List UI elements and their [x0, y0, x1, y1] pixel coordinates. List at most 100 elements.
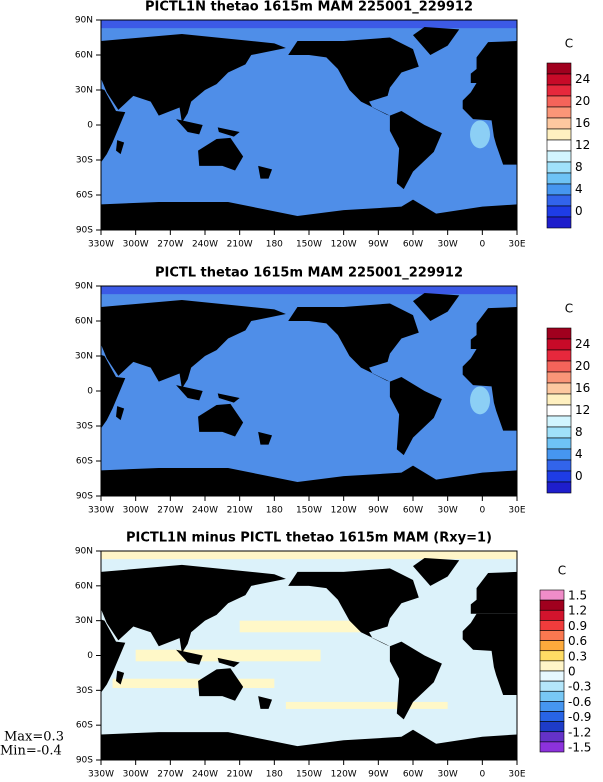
- colorbar-label: 8: [575, 160, 583, 174]
- warm-patch: [470, 120, 491, 149]
- colorbar-swatch: [539, 731, 565, 743]
- lon-label: 150W: [296, 506, 322, 516]
- lon-label: 0: [479, 770, 485, 780]
- land: [101, 354, 126, 429]
- anomaly-band: [135, 649, 321, 662]
- colorbar-swatch: [539, 711, 565, 722]
- colorbar-swatch: [546, 459, 572, 472]
- colorbar-label: 0.6: [568, 634, 587, 648]
- lon-label: 180: [266, 506, 283, 516]
- colorbar-label: 8: [575, 425, 583, 439]
- lat-label: 90S: [76, 226, 93, 236]
- lon-label: 210W: [227, 240, 253, 250]
- land: [198, 668, 244, 701]
- lon-label: 330W: [88, 240, 114, 250]
- lat-label: 30S: [76, 686, 93, 696]
- lat-label: 30S: [76, 422, 93, 432]
- land: [217, 127, 240, 137]
- colorbar-swatch: [539, 589, 565, 601]
- lat-label: 30S: [76, 156, 93, 166]
- anomaly-band: [112, 678, 275, 689]
- anomaly-band: [285, 701, 448, 709]
- colorbar-swatch: [546, 117, 572, 130]
- lon-label: 180: [266, 770, 283, 780]
- land: [176, 385, 203, 401]
- colorbar-label: 0: [568, 665, 576, 679]
- colorbar-swatch: [539, 640, 565, 652]
- land: [288, 303, 419, 382]
- land: [389, 641, 442, 720]
- lon-label: 30W: [437, 770, 457, 780]
- colorbar-swatch: [546, 404, 572, 417]
- lon-label: 300W: [123, 506, 149, 516]
- colorbar-swatch: [546, 62, 572, 75]
- colorbar-swatch: [546, 128, 572, 141]
- lon-label: 210W: [227, 506, 253, 516]
- panel-title: PICTL thetao 1615m MAM 225001_229912: [155, 266, 463, 281]
- arctic: [101, 551, 517, 560]
- lon-label: 120W: [331, 506, 357, 516]
- lat-label: 90N: [75, 547, 93, 557]
- lon-label: 210W: [227, 770, 253, 780]
- lon-label: 0: [479, 506, 485, 516]
- colorbar-label: 12: [575, 138, 590, 152]
- colorbar-label: 0.9: [568, 619, 587, 633]
- land: [462, 613, 517, 695]
- colorbar-swatch: [546, 327, 572, 340]
- land: [101, 300, 286, 389]
- colorbar-swatch: [539, 660, 565, 672]
- colorbar-swatch: [539, 599, 565, 611]
- lat-label: 30N: [75, 86, 93, 96]
- land: [116, 140, 125, 155]
- lat-label: 90S: [76, 492, 93, 502]
- colorbar-swatch: [546, 172, 572, 185]
- colorbar-label: 4: [575, 447, 583, 461]
- land: [101, 465, 517, 496]
- land: [217, 657, 240, 668]
- colorbar-swatch: [546, 371, 572, 384]
- land: [176, 649, 203, 665]
- colorbar-swatch: [539, 701, 565, 712]
- land: [101, 199, 517, 230]
- lon-label: 90W: [368, 240, 388, 250]
- colorbar-swatch: [539, 721, 565, 733]
- land: [217, 393, 240, 403]
- lat-label: 60S: [76, 721, 93, 731]
- colorbar-label: 16: [575, 116, 590, 130]
- warm-patch: [470, 386, 491, 415]
- colorbar-label: 1.5: [568, 589, 587, 603]
- colorbar-swatch: [546, 338, 572, 351]
- lon-label: 120W: [331, 770, 357, 780]
- land: [101, 34, 286, 123]
- lat-label: 30N: [75, 616, 93, 626]
- land: [389, 377, 442, 456]
- colorbar-swatch: [546, 95, 572, 108]
- colorbar-label: 4: [575, 182, 583, 196]
- colorbar-swatch: [546, 448, 572, 461]
- colorbar-swatch: [546, 426, 572, 439]
- lon-label: 300W: [123, 240, 149, 250]
- lat-label: 30N: [75, 352, 93, 362]
- colorbar-label: 20: [575, 94, 590, 108]
- lon-label: 330W: [88, 506, 114, 516]
- colorbar-swatch: [546, 150, 572, 163]
- panel-title: PICTL1N minus PICTL thetao 1615m MAM (Rx…: [126, 531, 492, 546]
- lon-label: 60W: [403, 770, 423, 780]
- lat-label: 90S: [76, 756, 93, 766]
- land: [258, 165, 273, 179]
- colorbar-swatch: [546, 382, 572, 395]
- lat-label: 90N: [75, 16, 93, 26]
- land: [198, 403, 244, 437]
- lon-label: 60W: [403, 240, 423, 250]
- lon-label: 240W: [192, 240, 218, 250]
- lon-label: 150W: [296, 770, 322, 780]
- lon-label: 30W: [437, 506, 457, 516]
- land: [413, 293, 460, 321]
- colorbar-unit: C: [558, 564, 566, 578]
- land: [258, 696, 273, 709]
- panel-title: PICTL1N thetao 1615m MAM 225001_229912: [145, 0, 473, 15]
- land: [258, 431, 273, 445]
- colorbar-swatch: [546, 393, 572, 406]
- land: [116, 670, 125, 685]
- lon-label: 30E: [508, 240, 525, 250]
